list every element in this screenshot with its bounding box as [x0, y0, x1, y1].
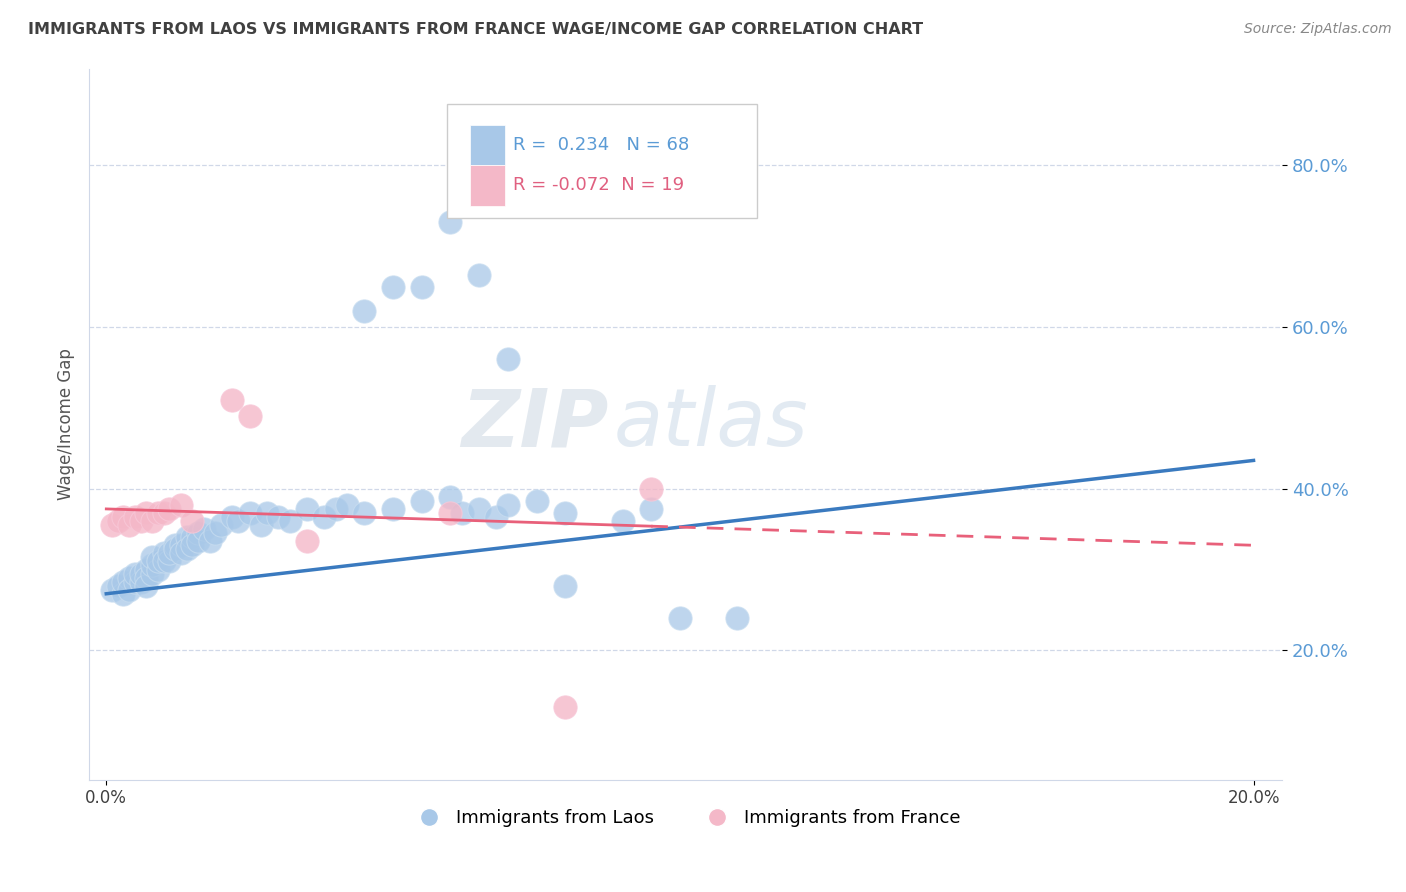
Point [187, 526, 209, 541]
Point [239, 409, 262, 423]
Point [640, 482, 662, 496]
Point [107, 579, 129, 593]
Point [135, 571, 157, 585]
Point [325, 502, 347, 516]
Point [141, 550, 163, 565]
Point [152, 554, 174, 568]
Text: R = -0.072  N = 19: R = -0.072 N = 19 [513, 176, 683, 194]
Point [176, 542, 198, 557]
Point [124, 510, 146, 524]
Point [129, 514, 152, 528]
Point [112, 587, 135, 601]
Point [250, 518, 273, 533]
Point [485, 510, 508, 524]
Point [204, 526, 226, 541]
Point [135, 562, 157, 576]
Legend: Immigrants from Laos, Immigrants from France: Immigrants from Laos, Immigrants from Fr… [404, 802, 967, 835]
Point [118, 582, 141, 597]
Point [118, 518, 141, 533]
Point [170, 546, 193, 560]
Text: R =  0.234   N = 68: R = 0.234 N = 68 [513, 136, 689, 153]
Point [157, 546, 180, 560]
Point [152, 506, 174, 520]
Text: atlas: atlas [614, 385, 808, 463]
Point [165, 542, 187, 557]
Point [112, 574, 135, 589]
Point [221, 392, 243, 407]
Point [141, 558, 163, 573]
Point [526, 493, 548, 508]
Point [256, 506, 278, 520]
Point [451, 506, 474, 520]
Point [439, 506, 461, 520]
Point [157, 554, 180, 568]
Point [640, 502, 662, 516]
Point [141, 514, 163, 528]
Y-axis label: Wage/Income Gap: Wage/Income Gap [58, 348, 75, 500]
Point [129, 574, 152, 589]
FancyBboxPatch shape [470, 125, 506, 165]
FancyBboxPatch shape [470, 165, 506, 206]
Point [468, 502, 491, 516]
Point [124, 574, 146, 589]
Point [468, 268, 491, 282]
Point [382, 502, 405, 516]
Point [496, 498, 519, 512]
Point [336, 498, 359, 512]
Point [101, 582, 124, 597]
Point [135, 506, 157, 520]
Point [193, 522, 215, 536]
Point [181, 538, 204, 552]
Point [187, 534, 209, 549]
Point [112, 510, 135, 524]
Point [124, 566, 146, 581]
Point [226, 514, 249, 528]
Text: ZIP: ZIP [461, 385, 607, 463]
Point [382, 279, 405, 293]
Point [107, 514, 129, 528]
Point [554, 579, 576, 593]
Point [439, 215, 461, 229]
Point [267, 510, 290, 524]
Point [141, 566, 163, 581]
Point [101, 518, 124, 533]
Point [146, 506, 169, 520]
Point [152, 546, 174, 560]
Point [157, 502, 180, 516]
Point [411, 493, 433, 508]
Point [554, 506, 576, 520]
Text: IMMIGRANTS FROM LAOS VS IMMIGRANTS FROM FRANCE WAGE/INCOME GAP CORRELATION CHART: IMMIGRANTS FROM LAOS VS IMMIGRANTS FROM … [28, 22, 924, 37]
Point [129, 566, 152, 581]
FancyBboxPatch shape [447, 104, 758, 218]
Point [170, 498, 193, 512]
Point [181, 514, 204, 528]
Point [554, 699, 576, 714]
Point [181, 530, 204, 544]
Point [221, 510, 243, 524]
Point [146, 562, 169, 576]
Point [239, 506, 262, 520]
Text: Source: ZipAtlas.com: Source: ZipAtlas.com [1244, 22, 1392, 37]
Point [295, 502, 318, 516]
Point [165, 538, 187, 552]
Point [209, 518, 232, 533]
Point [295, 534, 318, 549]
Point [146, 554, 169, 568]
Point [353, 506, 375, 520]
Point [314, 510, 336, 524]
Point [176, 530, 198, 544]
Point [496, 352, 519, 367]
Point [669, 611, 692, 625]
Point [353, 304, 375, 318]
Point [411, 279, 433, 293]
Point [278, 514, 301, 528]
Point [170, 538, 193, 552]
Point [439, 490, 461, 504]
Point [198, 534, 221, 549]
Point [135, 579, 157, 593]
Point [118, 571, 141, 585]
Point [725, 611, 748, 625]
Point [612, 514, 634, 528]
